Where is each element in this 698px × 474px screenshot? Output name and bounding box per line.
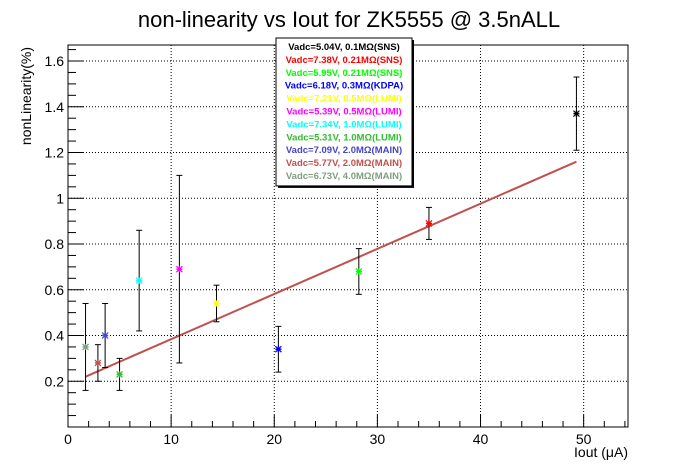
x-tick-label: 10 bbox=[163, 431, 179, 447]
data-point bbox=[573, 110, 580, 118]
y-tick-label: 0.6 bbox=[45, 282, 65, 298]
legend-box bbox=[275, 37, 413, 187]
data-point bbox=[101, 332, 109, 339]
legend-entry: Vadc=5.77V, 2.0MΩ(MAIN) bbox=[286, 158, 402, 169]
x-tick-label: 0 bbox=[64, 431, 72, 447]
y-tick-label: 1.6 bbox=[45, 53, 65, 69]
data-point bbox=[425, 219, 433, 227]
y-tick-labels: 0.2 0.4 0.6 0.8 1 1.2 1.4 1.6 bbox=[45, 53, 65, 389]
x-tick-labels: 0 10 20 30 40 50 bbox=[64, 431, 592, 447]
y-tick-label: 1.4 bbox=[45, 99, 65, 115]
legend-entry: Vadc=7.09V, 2.0MΩ(MAIN) bbox=[286, 145, 402, 156]
y-tick-label: 0.4 bbox=[45, 328, 65, 344]
data-point bbox=[82, 343, 89, 351]
data-point bbox=[116, 370, 123, 378]
legend-entry: Vadc=7.38V, 0.21MΩ(SNS) bbox=[286, 55, 403, 66]
x-tick-label: 40 bbox=[473, 431, 489, 447]
x-tick-label: 30 bbox=[370, 431, 386, 447]
chart-title: non-linearity vs Iout for ZK5555 @ 3.5nA… bbox=[138, 7, 560, 32]
point-mark bbox=[274, 345, 282, 353]
point-mark bbox=[425, 219, 433, 227]
fit-line bbox=[85, 160, 577, 378]
legend-entry: Vadc=5.04V, 0.1MΩ(SNS) bbox=[288, 42, 400, 53]
point-mark bbox=[213, 300, 220, 307]
legend-entry: Vadc=5.31V, 1.0MΩ(LUMI) bbox=[286, 132, 401, 143]
legend: Vadc=5.04V, 0.1MΩ(SNS) Vadc=7.38V, 0.21MΩ… bbox=[275, 37, 414, 188]
y-tick-label: 1.2 bbox=[45, 145, 65, 161]
point-mark bbox=[573, 110, 580, 118]
fit-line-group bbox=[85, 160, 577, 378]
data-point bbox=[94, 359, 102, 367]
point-mark bbox=[94, 359, 102, 367]
y-tick-label: 0.2 bbox=[45, 373, 65, 389]
data-points bbox=[82, 76, 580, 391]
legend-entry: Vadc=6.73V, 4.0MΩ(MAIN) bbox=[286, 171, 402, 182]
point-mark bbox=[355, 268, 363, 275]
point-mark bbox=[101, 332, 109, 339]
x-tick-label: 50 bbox=[576, 431, 592, 447]
legend-entry: Vadc=5.95V, 0.21MΩ(SNS) bbox=[286, 68, 403, 79]
point-mark bbox=[135, 277, 143, 285]
data-point bbox=[274, 345, 282, 353]
legend-entry: Vadc=5.39V, 0.5MΩ(LUMI) bbox=[286, 107, 401, 118]
data-point bbox=[355, 268, 363, 275]
axis-ticks bbox=[67, 49, 626, 427]
point-mark bbox=[116, 370, 123, 378]
legend-entry: Vadc=7.21V, 0.5MΩ(LUMI) bbox=[286, 94, 401, 105]
point-mark bbox=[175, 265, 183, 273]
legend-entry: Vadc=6.18V, 0.3MΩ(KDPA) bbox=[285, 81, 403, 92]
x-tick-label: 20 bbox=[266, 431, 282, 447]
y-tick-label: 1 bbox=[56, 190, 64, 206]
point-mark bbox=[82, 343, 89, 351]
y-tick-label: 0.8 bbox=[45, 236, 65, 252]
data-point bbox=[175, 265, 183, 273]
y-axis-label: nonLinearity(%) bbox=[18, 47, 34, 145]
data-point bbox=[213, 300, 220, 307]
data-point bbox=[135, 277, 143, 285]
legend-entry: Vadc=7.34V, 1.0MΩ(LUMI) bbox=[286, 119, 401, 130]
x-axis-label: Iout (μA) bbox=[574, 444, 628, 460]
